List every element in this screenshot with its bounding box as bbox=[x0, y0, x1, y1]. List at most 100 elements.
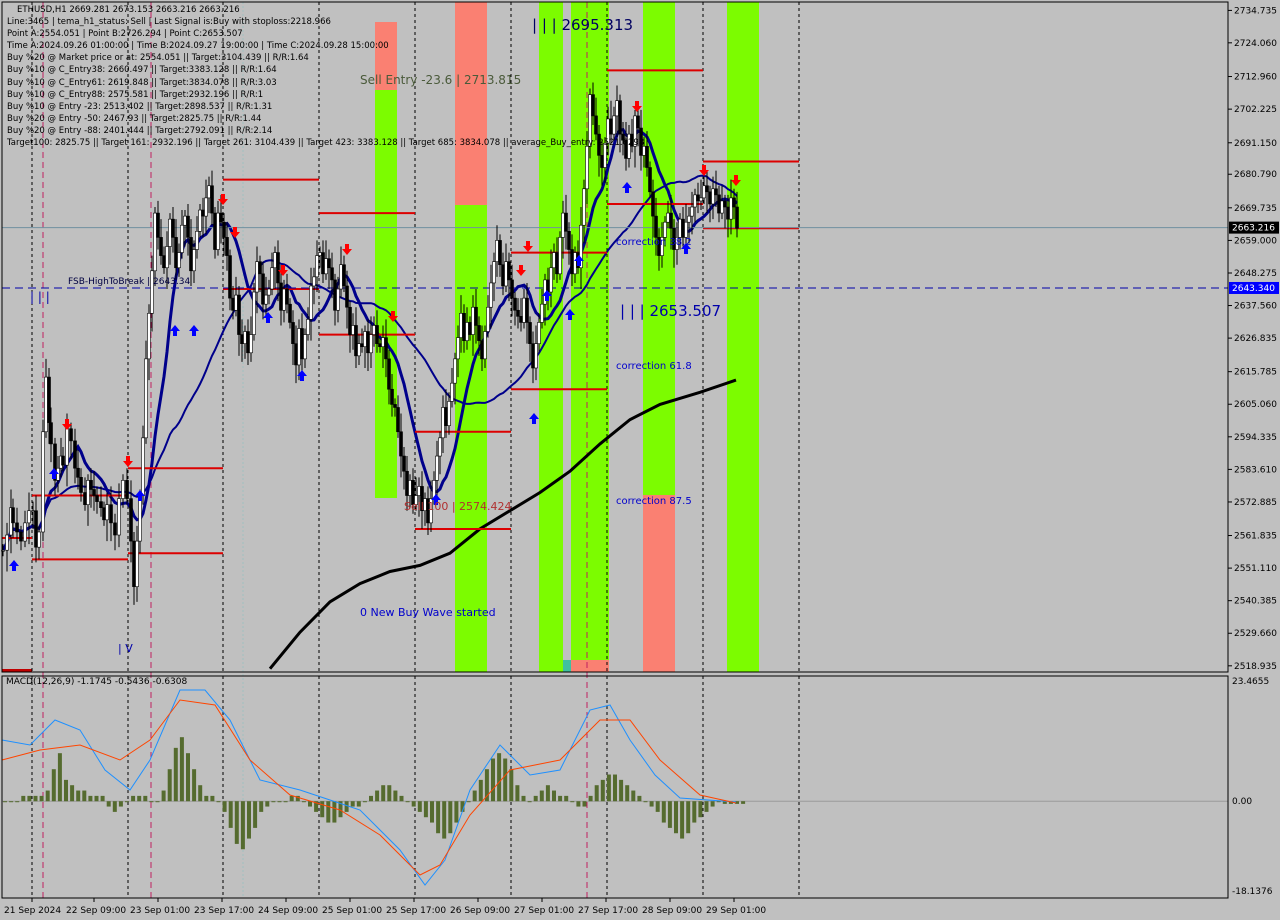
info-line: Buy %10 @ Entry -23: 2513.402 || Target:… bbox=[7, 101, 273, 112]
price-tick-label: 2691.150 bbox=[1234, 139, 1277, 149]
macd-histogram-bar bbox=[186, 753, 190, 802]
candle bbox=[213, 212, 217, 250]
macd-histogram-bar bbox=[527, 801, 532, 803]
macd-histogram-bar bbox=[533, 795, 538, 802]
sell-arrow bbox=[123, 456, 133, 467]
macd-histogram-bar bbox=[88, 795, 93, 802]
macd-histogram-bar bbox=[51, 769, 56, 802]
macd-histogram-bar bbox=[625, 785, 630, 802]
candle bbox=[324, 258, 328, 275]
macd-signal-line bbox=[1, 699, 737, 876]
price-tick-label: 2572.885 bbox=[1234, 498, 1277, 508]
new-wave-label: 0 New Buy Wave started bbox=[360, 606, 496, 619]
macd-histogram-bar bbox=[655, 801, 660, 812]
correction-87-label: correction 87.5 bbox=[616, 496, 692, 507]
macd-histogram-bar bbox=[125, 801, 129, 803]
candle bbox=[489, 282, 493, 308]
candle bbox=[408, 480, 412, 496]
macd-panel bbox=[1, 689, 1228, 886]
candle bbox=[675, 237, 679, 250]
macd-histogram-bar bbox=[112, 801, 117, 812]
macd-histogram-bar bbox=[350, 801, 355, 807]
signal-band bbox=[571, 660, 609, 672]
candle bbox=[15, 522, 19, 533]
candle bbox=[459, 313, 463, 338]
candle bbox=[540, 303, 544, 323]
candle bbox=[276, 252, 280, 284]
candle bbox=[600, 155, 604, 168]
candle bbox=[207, 185, 211, 199]
macd-histogram-bar bbox=[356, 801, 361, 807]
candle bbox=[41, 431, 45, 533]
candle bbox=[411, 480, 415, 505]
sell-arrow bbox=[342, 244, 352, 255]
macd-histogram-bar bbox=[387, 785, 392, 802]
candle bbox=[159, 237, 163, 256]
candle bbox=[156, 212, 160, 238]
buy-arrow bbox=[9, 560, 19, 571]
buy-arrow bbox=[135, 490, 145, 501]
candle bbox=[684, 221, 688, 238]
buy-arrow bbox=[189, 325, 199, 336]
macd-histogram-bar bbox=[423, 801, 428, 818]
macd-histogram-bar bbox=[332, 801, 337, 823]
candle bbox=[303, 334, 307, 360]
candle bbox=[348, 306, 352, 335]
candle bbox=[177, 252, 181, 269]
candle bbox=[375, 325, 379, 344]
candle bbox=[255, 261, 259, 293]
macd-histogram-bar bbox=[594, 785, 599, 802]
info-line: Buy %10 @ C_Entry38: 2660.497 || Target:… bbox=[7, 65, 277, 76]
time-label: 23 Sep 17:00 bbox=[194, 906, 254, 916]
candle bbox=[513, 297, 517, 311]
candle bbox=[549, 267, 553, 293]
candle bbox=[105, 504, 109, 521]
candle bbox=[168, 218, 172, 247]
price-tick-label: 2669.735 bbox=[1234, 204, 1277, 214]
candle bbox=[378, 343, 382, 348]
candle bbox=[44, 376, 48, 433]
macd-histogram-bar bbox=[509, 769, 514, 802]
candle bbox=[345, 285, 349, 308]
price-tick-label: 2561.835 bbox=[1234, 532, 1277, 542]
macd-histogram-bar bbox=[3, 801, 7, 803]
candle bbox=[288, 303, 292, 323]
candle bbox=[162, 255, 166, 269]
info-panel: ETHUSD,H1 2669.281 2673.153 2663.216 266… bbox=[7, 4, 644, 149]
time-label: 27 Sep 01:00 bbox=[514, 906, 574, 916]
candle bbox=[735, 206, 739, 229]
candle bbox=[234, 294, 238, 311]
macd-histogram-bar bbox=[369, 795, 373, 802]
sell-arrow bbox=[523, 241, 533, 252]
macd-histogram-bar bbox=[484, 769, 489, 802]
candle bbox=[534, 343, 538, 369]
price-tick-label: 2540.385 bbox=[1234, 597, 1277, 607]
candle bbox=[95, 495, 99, 502]
candle bbox=[333, 279, 337, 311]
macd-histogram-bar bbox=[173, 747, 178, 802]
candle bbox=[663, 221, 667, 238]
candle bbox=[471, 306, 475, 335]
time-label: 26 Sep 09:00 bbox=[450, 906, 510, 916]
candle bbox=[231, 297, 235, 311]
candle bbox=[720, 200, 724, 214]
candle bbox=[669, 212, 673, 229]
current-price-tag: 2663.216 bbox=[1232, 224, 1275, 234]
candle bbox=[249, 334, 253, 354]
macd-histogram-bar bbox=[454, 801, 459, 823]
macd-histogram-bar bbox=[314, 801, 319, 812]
macd-histogram-bar bbox=[295, 795, 300, 802]
macd-histogram-bar bbox=[448, 801, 453, 834]
buy-arrow bbox=[529, 413, 539, 424]
macd-histogram-bar bbox=[661, 801, 666, 823]
macd-frame bbox=[1, 675, 1229, 899]
candle bbox=[525, 297, 529, 323]
candle bbox=[486, 306, 490, 332]
candle bbox=[171, 218, 175, 238]
macd-histogram-bar bbox=[478, 779, 483, 802]
candle bbox=[210, 185, 214, 214]
candle bbox=[240, 334, 244, 344]
buy-arrow bbox=[170, 325, 180, 336]
